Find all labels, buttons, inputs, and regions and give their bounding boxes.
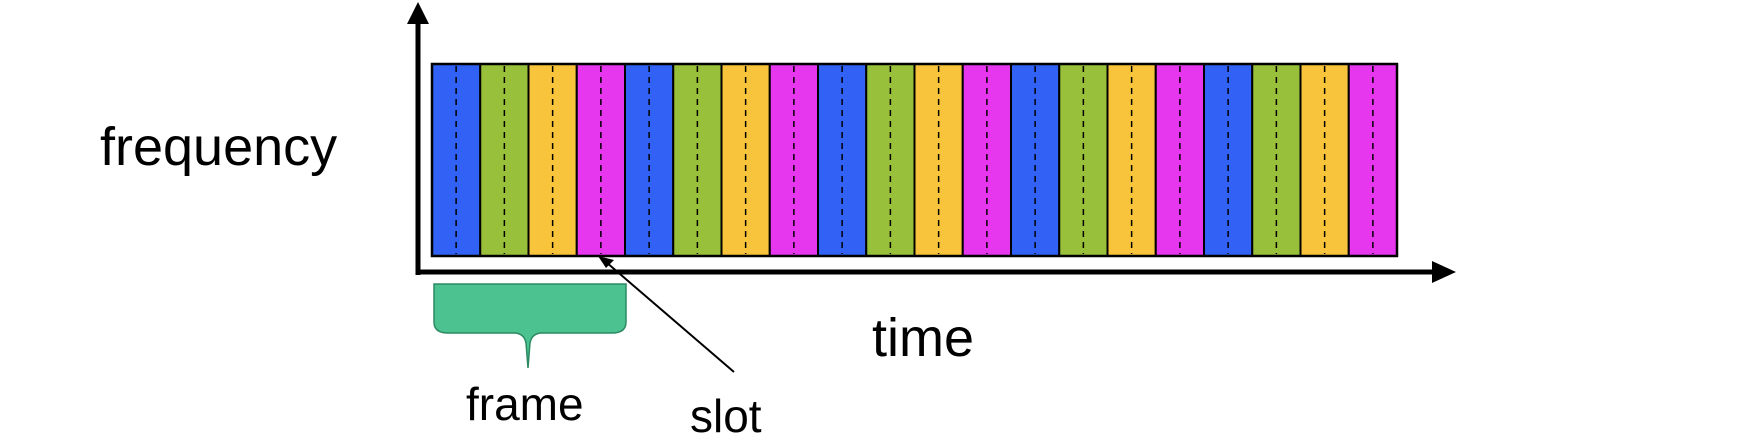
slot-pointer-line: [605, 261, 735, 373]
frame-brace: [433, 283, 627, 369]
frame-label: frame: [466, 378, 584, 430]
slot-band-border: [430, 62, 1399, 258]
axes: [407, 2, 1456, 283]
x-axis-arrowhead: [1432, 261, 1456, 283]
slot-label: slot: [690, 390, 762, 442]
x-axis-label: time: [872, 308, 974, 368]
y-axis-label: frequency: [100, 117, 337, 177]
slot-bars: [430, 62, 1399, 258]
slot-pointer-arrowhead: [598, 256, 614, 268]
y-axis-arrowhead: [407, 2, 429, 24]
